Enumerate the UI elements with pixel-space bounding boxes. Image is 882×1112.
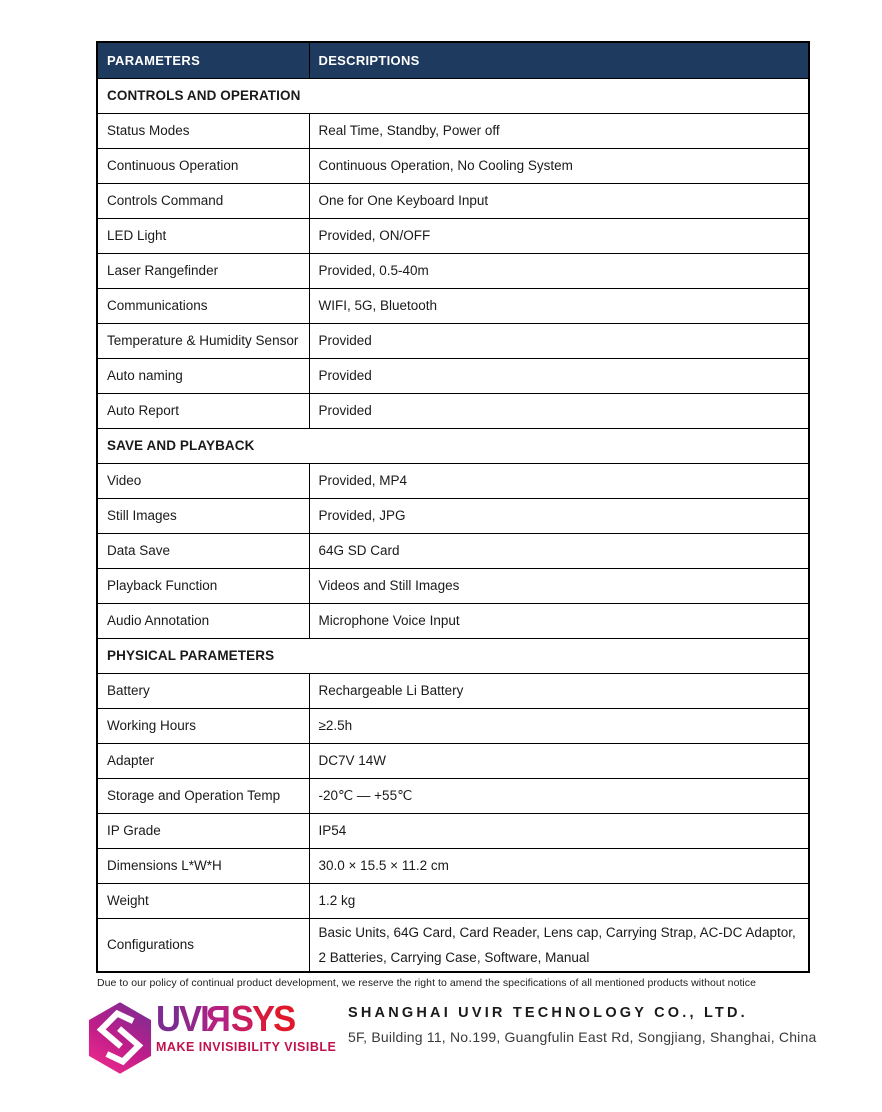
section-title: CONTROLS AND OPERATION xyxy=(96,77,810,114)
param-cell: Temperature & Humidity Sensor xyxy=(96,322,310,359)
param-cell: Laser Rangefinder xyxy=(96,252,310,289)
desc-cell: WIFI, 5G, Bluetooth xyxy=(308,287,810,324)
desc-cell: 30.0 × 15.5 × 11.2 cm xyxy=(308,847,810,884)
company-address: 5F, Building 11, No.199, Guangfulin East… xyxy=(348,1029,817,1045)
uvirsys-wordmark: UVIRSYS xyxy=(156,998,325,1039)
brand-tagline: MAKE INVISIBILITY VISIBLE xyxy=(156,1040,337,1054)
desc-cell: 1.2 kg xyxy=(308,882,810,919)
param-cell: Playback Function xyxy=(96,567,310,604)
desc-cell: Microphone Voice Input xyxy=(308,602,810,639)
desc-cell: Real Time, Standby, Power off xyxy=(308,112,810,149)
table-row: Audio Annotation Microphone Voice Input xyxy=(96,602,810,639)
desc-cell: ≥2.5h xyxy=(308,707,810,744)
param-cell: Controls Command xyxy=(96,182,310,219)
section-header-row: PHYSICAL PARAMETERS xyxy=(96,637,810,674)
param-cell: Working Hours xyxy=(96,707,310,744)
param-cell: Communications xyxy=(96,287,310,324)
table-row: Battery Rechargeable Li Battery xyxy=(96,672,810,709)
table-row: Working Hours ≥2.5h xyxy=(96,707,810,744)
param-cell: Adapter xyxy=(96,742,310,779)
desc-cell: Continuous Operation, No Cooling System xyxy=(308,147,810,184)
param-cell: Continuous Operation xyxy=(96,147,310,184)
table-row: IP Grade IP54 xyxy=(96,812,810,849)
table-row: Dimensions L*W*H 30.0 × 15.5 × 11.2 cm xyxy=(96,847,810,884)
table-row: Data Save 64G SD Card xyxy=(96,532,810,569)
section-header-row: SAVE AND PLAYBACK xyxy=(96,427,810,464)
desc-cell: Videos and Still Images xyxy=(308,567,810,604)
table-row: Weight 1.2 kg xyxy=(96,882,810,919)
desc-cell: Provided, MP4 xyxy=(308,462,810,499)
table-row: Auto naming Provided xyxy=(96,357,810,394)
section-title: PHYSICAL PARAMETERS xyxy=(96,637,810,674)
param-cell: Auto Report xyxy=(96,392,310,429)
param-cell: Configurations xyxy=(96,917,310,973)
desc-cell: Provided xyxy=(308,357,810,394)
desc-cell: -20℃ — +55℃ xyxy=(308,777,810,814)
table-row: Status Modes Real Time, Standby, Power of… xyxy=(96,112,810,149)
desc-cell: Provided, JPG xyxy=(308,497,810,534)
table-header-row: PARAMETERS DESCRIPTIONS xyxy=(96,41,810,79)
table-row: Temperature & Humidity Sensor Provided xyxy=(96,322,810,359)
table-row: Controls Command One for One Keyboard Inp… xyxy=(96,182,810,219)
desc-cell: Rechargeable Li Battery xyxy=(308,672,810,709)
wordmark-letter: S xyxy=(230,998,254,1039)
wordmark-letter: I xyxy=(200,998,210,1039)
desc-cell: One for One Keyboard Input xyxy=(308,182,810,219)
table-header-descriptions: DESCRIPTIONS xyxy=(308,41,810,79)
param-cell: Audio Annotation xyxy=(96,602,310,639)
param-cell: Data Save xyxy=(96,532,310,569)
table-row: Configurations Basic Units, 64G Card, Car… xyxy=(96,917,810,973)
table-row: Auto Report Provided xyxy=(96,392,810,429)
param-cell: Auto naming xyxy=(96,357,310,394)
desc-cell: Provided xyxy=(308,392,810,429)
table-row: Continuous Operation Continuous Operation… xyxy=(96,147,810,184)
table-row: LED Light Provided, ON/OFF xyxy=(96,217,810,254)
param-cell: Dimensions L*W*H xyxy=(96,847,310,884)
table-row: Playback Function Videos and Still Images xyxy=(96,567,810,604)
param-cell: Video xyxy=(96,462,310,499)
wordmark-letter: S xyxy=(273,998,296,1039)
param-cell: Storage and Operation Temp xyxy=(96,777,310,814)
wordmark-letter: U xyxy=(156,998,181,1039)
param-cell: Weight xyxy=(96,882,310,919)
table-row: Laser Rangefinder Provided, 0.5-40m xyxy=(96,252,810,289)
param-cell: IP Grade xyxy=(96,812,310,849)
table-row: Adapter DC7V 14W xyxy=(96,742,810,779)
spec-table-body: CONTROLS AND OPERATION Status Modes Real T… xyxy=(96,77,810,973)
table-row: Still Images Provided, JPG xyxy=(96,497,810,534)
param-cell: Battery xyxy=(96,672,310,709)
spec-sheet-page: PARAMETERS DESCRIPTIONS CONTROLS AND OPE… xyxy=(88,41,816,1075)
wordmark-letter: R xyxy=(207,998,231,1039)
table-row: Video Provided, MP4 xyxy=(96,462,810,499)
table-header-parameters: PARAMETERS xyxy=(96,41,310,79)
section-title: SAVE AND PLAYBACK xyxy=(96,427,810,464)
desc-cell: Provided, 0.5-40m xyxy=(308,252,810,289)
spec-table: PARAMETERS DESCRIPTIONS CONTROLS AND OPE… xyxy=(96,41,810,973)
wordmark-letter: V xyxy=(179,998,202,1039)
uvirsys-logo-icon xyxy=(88,1001,152,1075)
desc-cell: Basic Units, 64G Card, Card Reader, Lens… xyxy=(308,917,810,973)
brand-footer: UVIRSYS MAKE INVISIBILITY VISIBLE SHANGH… xyxy=(88,998,816,1075)
company-name: SHANGHAI UVIR TECHNOLOGY CO., LTD. xyxy=(348,1005,748,1021)
table-row: Communications WIFI, 5G, Bluetooth xyxy=(96,287,810,324)
desc-cell: DC7V 14W xyxy=(308,742,810,779)
footnote: Due to our policy of continual product d… xyxy=(97,977,757,989)
desc-cell: 64G SD Card xyxy=(308,532,810,569)
wordmark-letter: Y xyxy=(252,998,275,1039)
desc-cell: Provided, ON/OFF xyxy=(308,217,810,254)
desc-cell: IP54 xyxy=(308,812,810,849)
desc-cell: Provided xyxy=(308,322,810,359)
table-row: Storage and Operation Temp -20℃ — +55℃ xyxy=(96,777,810,814)
section-header-row: CONTROLS AND OPERATION xyxy=(96,77,810,114)
param-cell: Status Modes xyxy=(96,112,310,149)
param-cell: LED Light xyxy=(96,217,310,254)
param-cell: Still Images xyxy=(96,497,310,534)
